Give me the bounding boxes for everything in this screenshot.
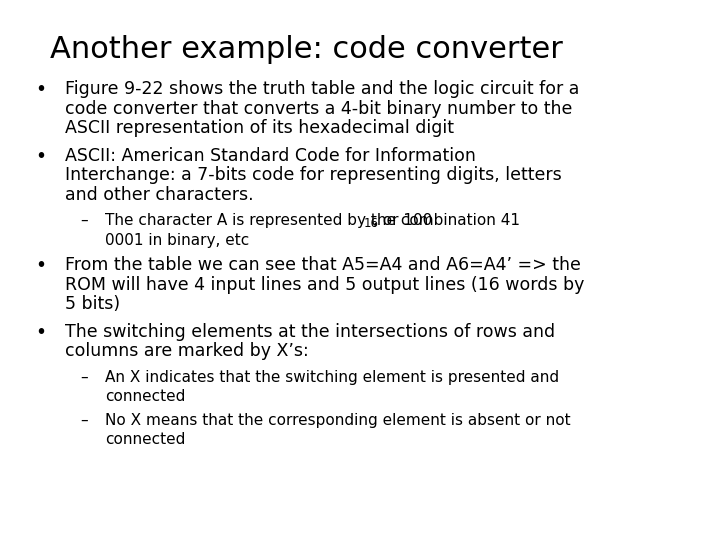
Text: connected: connected	[105, 389, 185, 404]
Text: ASCII: American Standard Code for Information: ASCII: American Standard Code for Inform…	[65, 146, 476, 165]
Text: 16: 16	[364, 217, 379, 230]
Text: Another example: code converter: Another example: code converter	[50, 35, 563, 64]
Text: No X means that the corresponding element is absent or not: No X means that the corresponding elemen…	[105, 413, 571, 428]
Text: •: •	[35, 256, 46, 275]
Text: 5 bits): 5 bits)	[65, 295, 120, 313]
Text: ROM will have 4 input lines and 5 output lines (16 words by: ROM will have 4 input lines and 5 output…	[65, 275, 585, 294]
Text: 0001 in binary, etc: 0001 in binary, etc	[105, 233, 249, 247]
Text: •: •	[35, 322, 46, 341]
Text: The character A is represented by the combination 41: The character A is represented by the co…	[105, 213, 520, 228]
Text: From the table we can see that A5=A4 and A6=A4’ => the: From the table we can see that A5=A4 and…	[65, 256, 581, 274]
Text: columns are marked by X’s:: columns are marked by X’s:	[65, 342, 309, 360]
Text: –: –	[80, 213, 88, 228]
Text: The switching elements at the intersections of rows and: The switching elements at the intersecti…	[65, 322, 555, 341]
Text: An X indicates that the switching element is presented and: An X indicates that the switching elemen…	[105, 369, 559, 384]
Text: Interchange: a 7-bits code for representing digits, letters: Interchange: a 7-bits code for represent…	[65, 166, 562, 184]
Text: , or 100: , or 100	[373, 213, 432, 228]
Text: code converter that converts a 4-bit binary number to the: code converter that converts a 4-bit bin…	[65, 99, 572, 118]
Text: Figure 9-22 shows the truth table and the logic circuit for a: Figure 9-22 shows the truth table and th…	[65, 80, 580, 98]
Text: –: –	[80, 413, 88, 428]
Text: ASCII representation of its hexadecimal digit: ASCII representation of its hexadecimal …	[65, 119, 454, 137]
Text: •: •	[35, 146, 46, 165]
Text: connected: connected	[105, 432, 185, 447]
Text: •: •	[35, 80, 46, 99]
Text: –: –	[80, 369, 88, 384]
Text: and other characters.: and other characters.	[65, 186, 253, 204]
